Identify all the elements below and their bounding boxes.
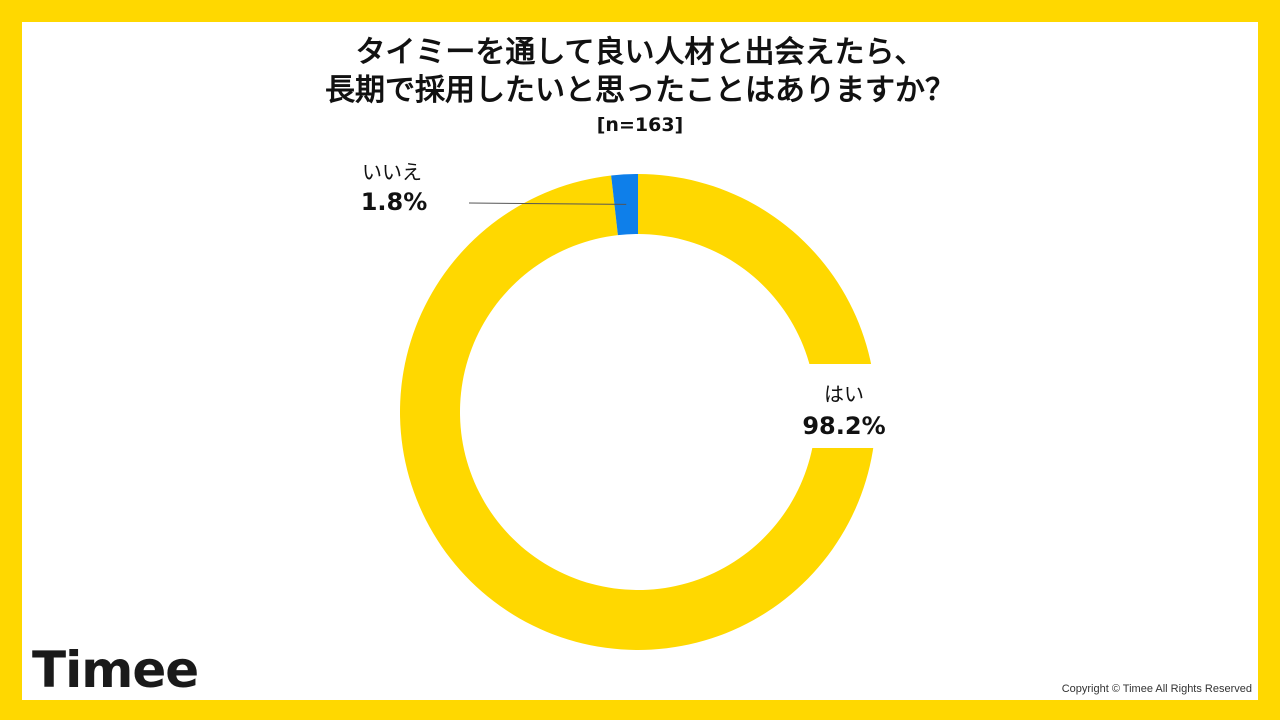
- slice-label-no: いいえ: [362, 160, 422, 184]
- chart-title: タイミーを通して良い人材と出会えたら、 長期で採用したいと思ったことはありますか…: [22, 34, 1258, 110]
- timee-logo: Timee: [32, 641, 199, 699]
- slice-value-no: 1.8%: [361, 188, 428, 216]
- slice-value-yes: 98.2%: [802, 412, 885, 440]
- donut-chart: はい 98.2% いいえ 1.8%: [361, 160, 912, 650]
- sample-size: [n=163]: [596, 114, 684, 136]
- slide-canvas: タイミーを通して良い人材と出会えたら、 長期で採用したいと思ったことはありますか…: [22, 22, 1258, 700]
- chart-title-line-1: タイミーを通して良い人材と出会えたら、: [355, 35, 925, 70]
- chart-title-line-2: 長期で採用したいと思ったことはありますか？: [325, 73, 955, 108]
- label-backdrop-yes: [802, 364, 912, 448]
- leader-line-no: [468, 202, 627, 205]
- copyright-text: Copyright © Timee All Rights Reserved: [1061, 683, 1252, 695]
- slice-label-yes: はい: [824, 382, 864, 406]
